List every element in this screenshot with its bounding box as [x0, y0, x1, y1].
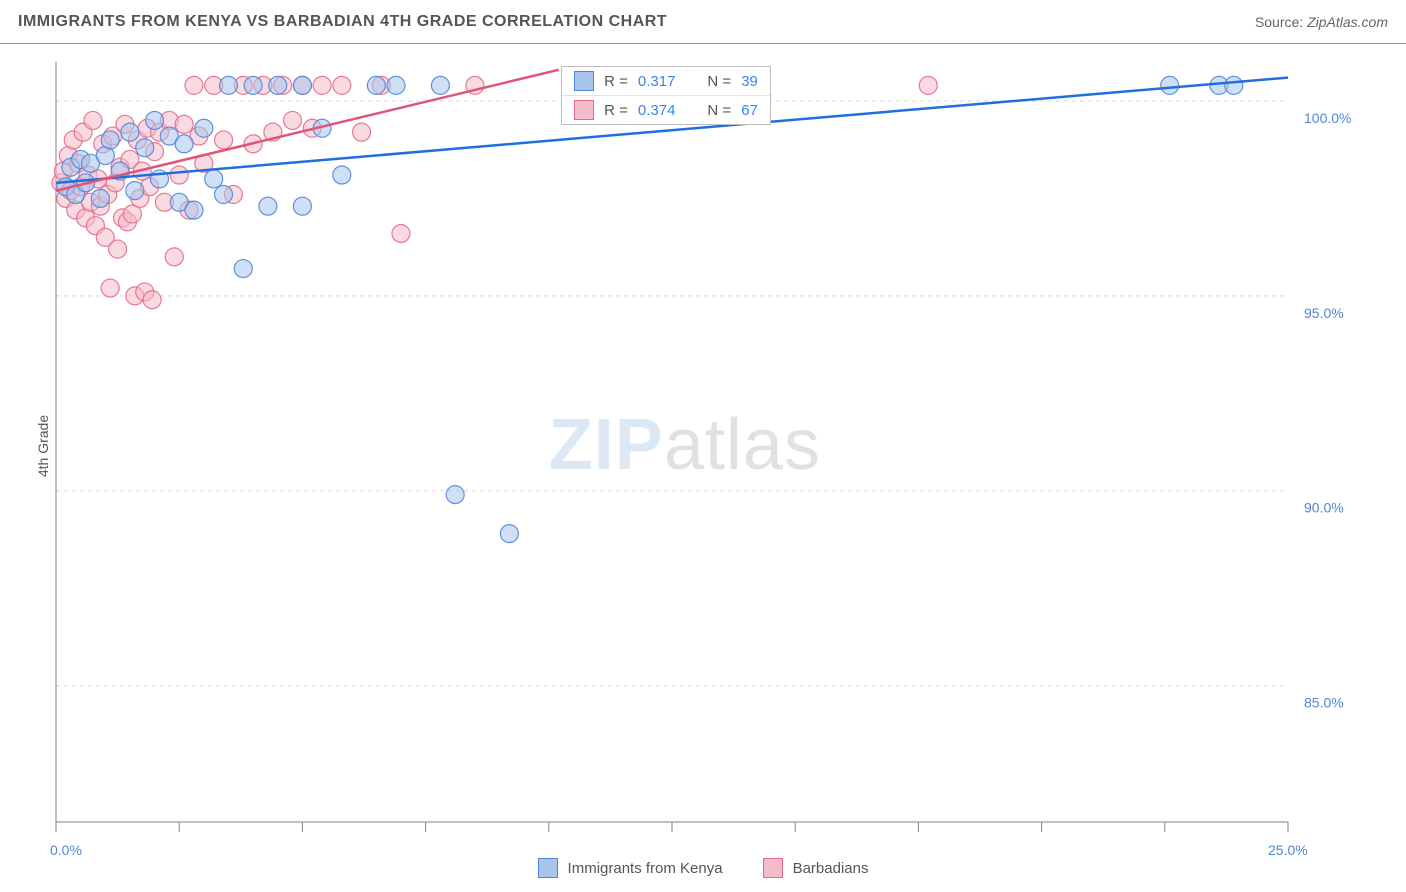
source-attribution: Source: ZipAtlas.com — [1255, 14, 1388, 30]
n-value-series2: 67 — [741, 102, 758, 119]
x-axis-max-label: 25.0% — [1268, 842, 1308, 858]
legend-item-series1: Immigrants from Kenya — [538, 858, 723, 878]
r-label-2: R = — [604, 102, 628, 119]
legend-label-series1: Immigrants from Kenya — [568, 860, 723, 877]
source-value: ZipAtlas.com — [1307, 14, 1388, 30]
r-value-series1: 0.317 — [638, 73, 676, 90]
r-value-series2: 0.374 — [638, 102, 676, 119]
stats-row-series1: R = 0.317 N = 39 — [562, 67, 770, 95]
svg-text:95.0%: 95.0% — [1304, 305, 1344, 321]
stats-swatch-series2 — [574, 100, 594, 120]
n-label-2: N = — [707, 102, 731, 119]
svg-text:90.0%: 90.0% — [1304, 500, 1344, 516]
x-axis-min-label: 0.0% — [50, 842, 82, 858]
stats-row-series2: R = 0.374 N = 67 — [562, 95, 770, 124]
legend-swatch-series1 — [538, 858, 558, 878]
correlation-stats-box: R = 0.317 N = 39 R = 0.374 N = 67 — [561, 66, 771, 125]
bottom-legend: Immigrants from Kenya Barbadians — [0, 850, 1406, 886]
stats-swatch-series1 — [574, 71, 594, 91]
n-value-series1: 39 — [741, 73, 758, 90]
legend-item-series2: Barbadians — [763, 858, 869, 878]
title-bar: IMMIGRANTS FROM KENYA VS BARBADIAN 4TH G… — [0, 0, 1406, 44]
svg-text:85.0%: 85.0% — [1304, 695, 1344, 711]
n-label: N = — [707, 73, 731, 90]
scatter-plot-svg: 85.0% 90.0% 95.0% 100.0% — [48, 44, 1378, 840]
legend-label-series2: Barbadians — [793, 860, 869, 877]
legend-swatch-series2 — [763, 858, 783, 878]
svg-text:100.0%: 100.0% — [1304, 110, 1351, 126]
chart-title: IMMIGRANTS FROM KENYA VS BARBADIAN 4TH G… — [18, 13, 667, 31]
r-label: R = — [604, 73, 628, 90]
source-label: Source: — [1255, 14, 1303, 30]
plot-area: 85.0%90.0%95.0%100.0% ZIPatlas R = 0.317… — [48, 44, 1378, 840]
